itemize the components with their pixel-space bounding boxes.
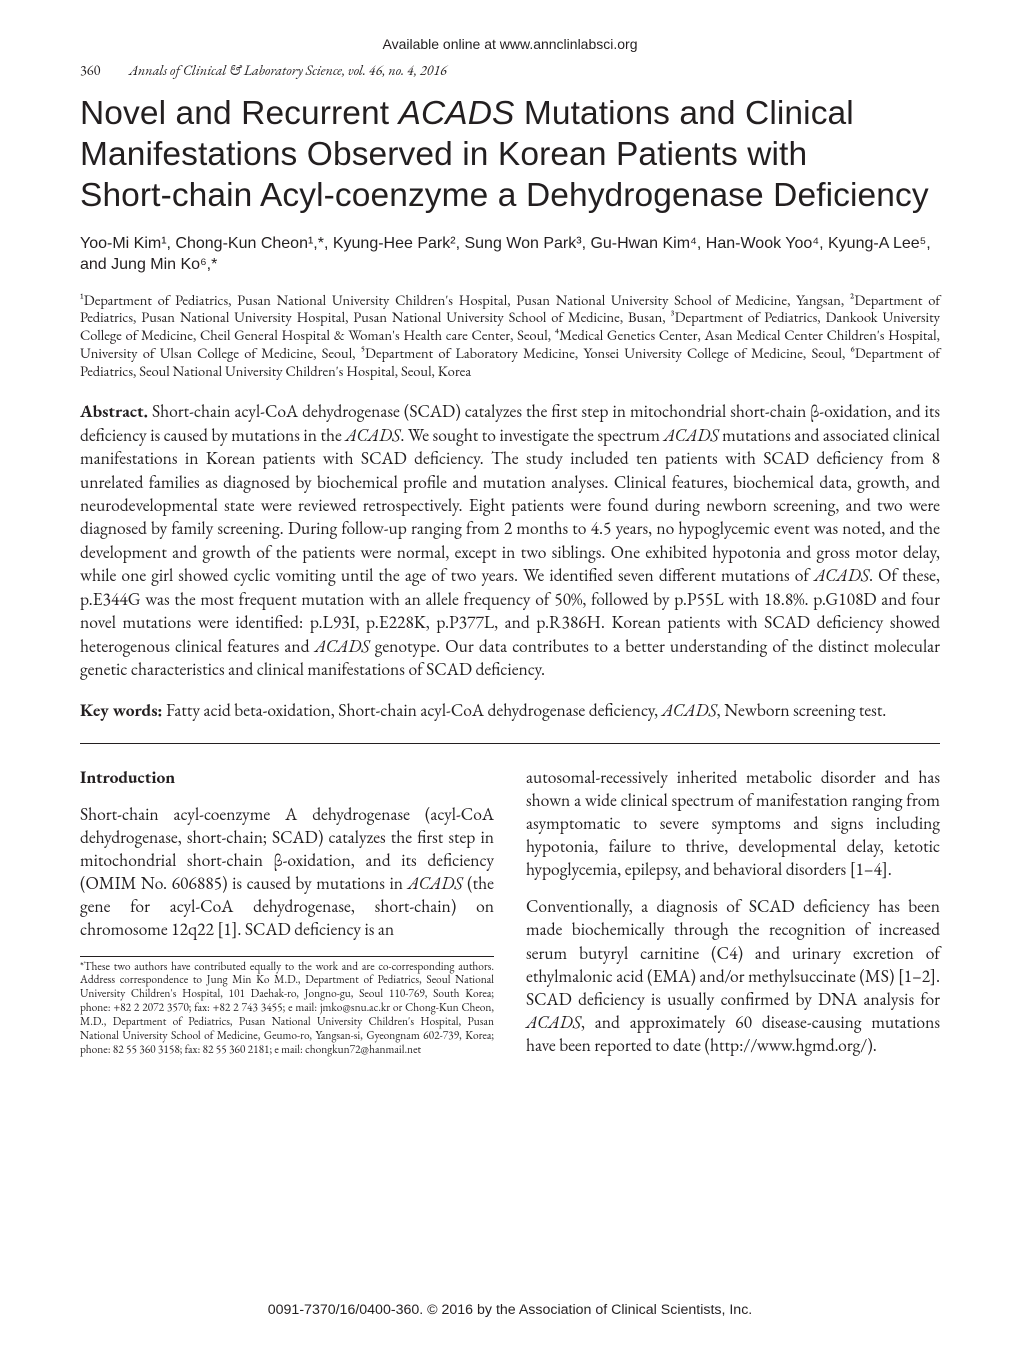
keywords-label: Key words:: [80, 699, 162, 722]
intro-paragraph-1: Short-chain acyl-coenzyme A dehydrogenas…: [80, 803, 494, 942]
available-online-line: Available online at www.annclinlabsci.or…: [80, 36, 940, 52]
right-col-paragraph-1: autosomal-recessively inherited metaboli…: [526, 766, 940, 881]
page-footer: 0091-7370/16/0400-360. © 2016 by the Ass…: [0, 1302, 1020, 1318]
footnote-rule: [80, 956, 494, 957]
running-header: 360 Annals of Clinical & Laboratory Scie…: [80, 62, 940, 80]
title-line3: Short-chain Acyl-coenzyme a Dehydrogenas…: [80, 177, 929, 214]
abstract-body: Short-chain acyl-CoA dehydrogenase (SCAD…: [80, 400, 940, 681]
keywords-block: Key words: Fatty acid beta-oxidation, Sh…: [80, 699, 940, 722]
introduction-heading: Introduction: [80, 766, 494, 789]
title-line1-ital: ACADS: [399, 95, 515, 132]
right-col-paragraph-2: Conventionally, a diagnosis of SCAD defi…: [526, 895, 940, 1057]
correspondence-footnote: *These two authors have contributed equa…: [80, 961, 494, 1058]
keywords-body: Fatty acid beta-oxidation, Short-chain a…: [166, 699, 886, 722]
abstract-block: Abstract. Short-chain acyl-CoA dehydroge…: [80, 400, 940, 681]
title-line1-pre: Novel and Recurrent: [80, 95, 399, 132]
title-line2: Manifestations Observed in Korean Patien…: [80, 136, 807, 173]
title-line1-post: Mutations and Clinical: [514, 95, 853, 132]
page-number: 360: [80, 62, 126, 80]
journal-line: Annals of Clinical & Laboratory Science,…: [129, 62, 447, 80]
article-title: Novel and Recurrent ACADS Mutations and …: [80, 94, 940, 217]
authors-line: Yoo-Mi Kim¹, Chong-Kun Cheon¹,*, Kyung-H…: [80, 233, 940, 276]
abstract-label: Abstract.: [80, 400, 148, 423]
affiliations-block: ¹Department of Pediatrics, Pusan Nationa…: [80, 292, 940, 380]
body-columns: Introduction Short-chain acyl-coenzyme A…: [80, 766, 940, 1071]
section-rule: [80, 743, 940, 744]
